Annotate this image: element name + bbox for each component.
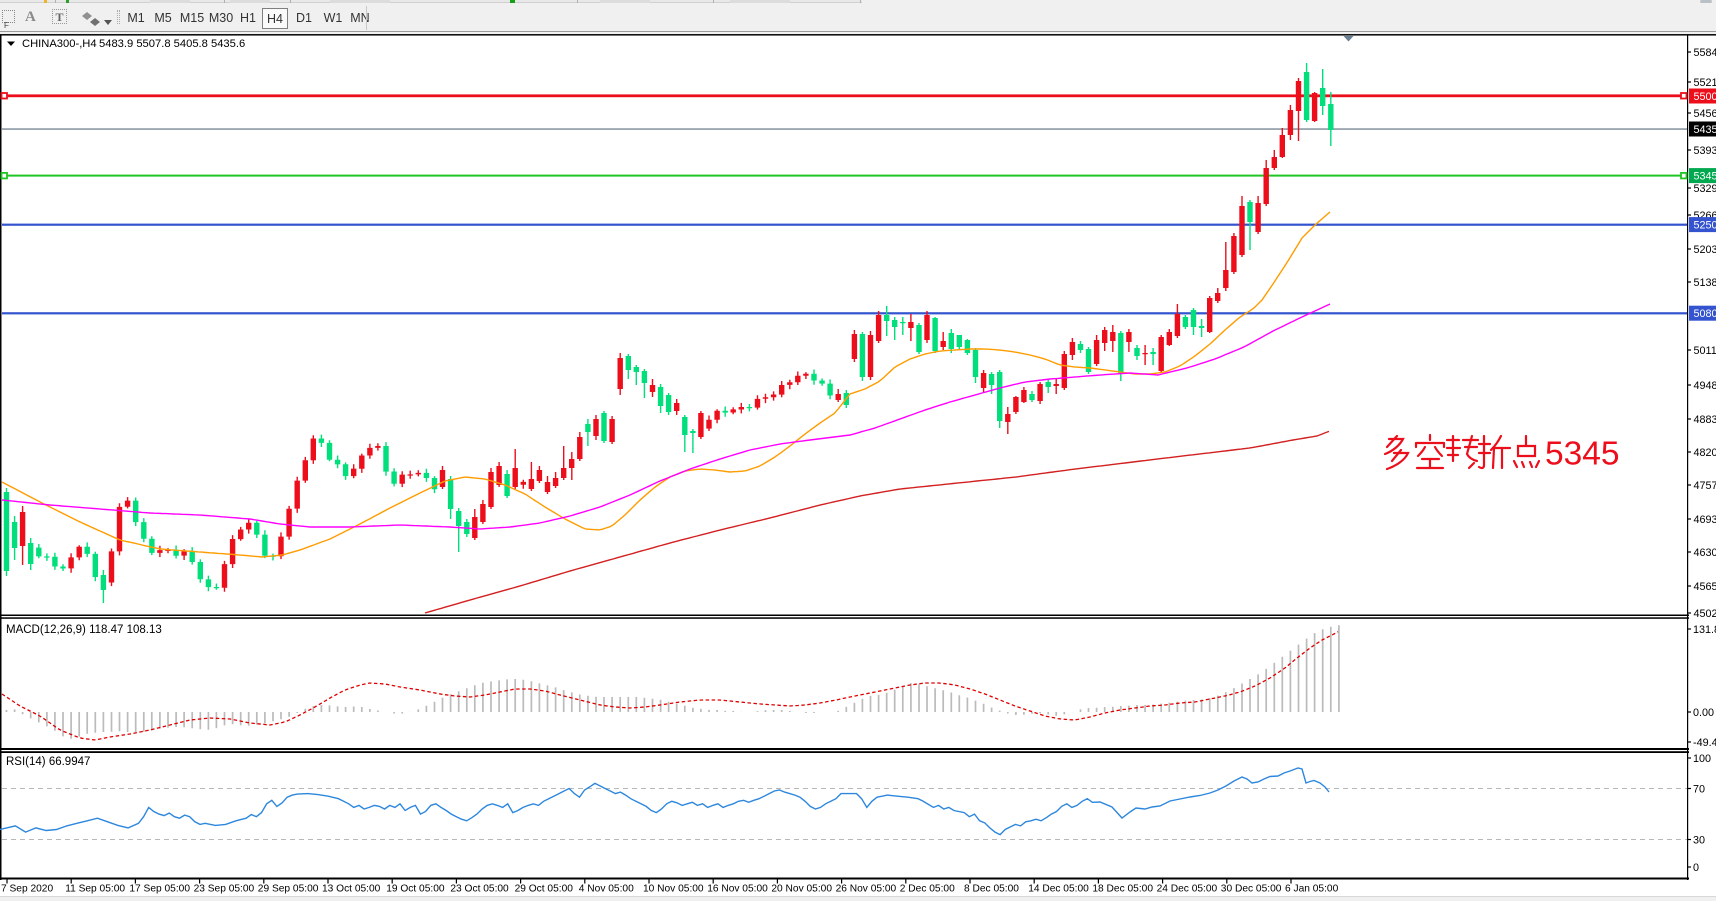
svg-text:5435.: 5435.	[1694, 124, 1716, 136]
svg-text:4502.: 4502.	[1694, 608, 1716, 620]
svg-text:5138.: 5138.	[1694, 277, 1716, 289]
svg-text:23 Sep 05:00: 23 Sep 05:00	[194, 884, 255, 895]
svg-text:4630.: 4630.	[1694, 547, 1716, 559]
svg-text:4757.: 4757.	[1694, 480, 1716, 492]
svg-text:4883.: 4883.	[1694, 414, 1716, 426]
svg-text:MACD(12,26,9) 118.47 108.13: MACD(12,26,9) 118.47 108.13	[6, 624, 162, 636]
svg-text:29 Oct 05:00: 29 Oct 05:00	[515, 884, 574, 895]
svg-text:5500.: 5500.	[1694, 91, 1716, 103]
svg-text:13 Oct 05:00: 13 Oct 05:00	[322, 884, 381, 895]
svg-text:16 Nov 05:00: 16 Nov 05:00	[707, 884, 768, 895]
svg-text:RSI(14) 66.9947: RSI(14) 66.9947	[6, 756, 90, 768]
svg-text:100: 100	[1693, 753, 1711, 765]
svg-text:5456.: 5456.	[1694, 108, 1716, 120]
svg-text:19 Oct 05:00: 19 Oct 05:00	[386, 884, 445, 895]
svg-text:17 Sep 05:00: 17 Sep 05:00	[129, 884, 190, 895]
svg-text:10 Nov 05:00: 10 Nov 05:00	[643, 884, 704, 895]
svg-text:70: 70	[1693, 784, 1705, 796]
svg-text:CHINA300-,H4: CHINA300-,H4	[22, 38, 97, 50]
svg-text:4565.: 4565.	[1694, 581, 1716, 593]
svg-text:0: 0	[1693, 862, 1699, 874]
svg-text:5080.: 5080.	[1694, 308, 1716, 320]
svg-text:24 Dec 05:00: 24 Dec 05:00	[1157, 884, 1218, 895]
svg-text:4693.: 4693.	[1694, 514, 1716, 526]
svg-text:30: 30	[1693, 835, 1705, 847]
svg-text:4820.: 4820.	[1694, 447, 1716, 459]
svg-text:20 Nov 05:00: 20 Nov 05:00	[771, 884, 832, 895]
svg-text:-49.48: -49.48	[1693, 737, 1716, 749]
svg-text:30 Dec 05:00: 30 Dec 05:00	[1221, 884, 1282, 895]
svg-text:5345: 5345	[1545, 436, 1620, 473]
svg-text:29 Sep 05:00: 29 Sep 05:00	[258, 884, 319, 895]
svg-text:4 Nov 05:00: 4 Nov 05:00	[579, 884, 634, 895]
svg-text:23 Oct 05:00: 23 Oct 05:00	[450, 884, 509, 895]
svg-text:5345.: 5345.	[1694, 171, 1716, 183]
svg-text:0.00: 0.00	[1693, 707, 1714, 719]
svg-text:6 Jan 05:00: 6 Jan 05:00	[1285, 884, 1339, 895]
svg-text:7 Sep 2020: 7 Sep 2020	[1, 884, 53, 895]
svg-text:5329.: 5329.	[1694, 183, 1716, 195]
svg-text:14 Dec 05:00: 14 Dec 05:00	[1028, 884, 1089, 895]
svg-text:131.83: 131.83	[1693, 624, 1716, 636]
svg-text:11 Sep 05:00: 11 Sep 05:00	[65, 884, 125, 895]
svg-text:5393.: 5393.	[1694, 145, 1716, 157]
svg-text:5203.: 5203.	[1694, 244, 1716, 256]
svg-text:26 Nov 05:00: 26 Nov 05:00	[836, 884, 897, 895]
svg-text:5521.: 5521.	[1694, 77, 1716, 89]
svg-text:18 Dec 05:00: 18 Dec 05:00	[1092, 884, 1153, 895]
svg-text:5250.: 5250.	[1694, 220, 1716, 232]
svg-text:2 Dec 05:00: 2 Dec 05:00	[900, 884, 955, 895]
svg-text:8 Dec 05:00: 8 Dec 05:00	[964, 884, 1019, 895]
svg-text:5584.: 5584.	[1694, 47, 1716, 59]
svg-text:5483.9 5507.8 5405.8 5435.6: 5483.9 5507.8 5405.8 5435.6	[99, 38, 245, 50]
svg-text:5011.: 5011.	[1694, 345, 1716, 357]
svg-text:4948.: 4948.	[1694, 380, 1716, 392]
